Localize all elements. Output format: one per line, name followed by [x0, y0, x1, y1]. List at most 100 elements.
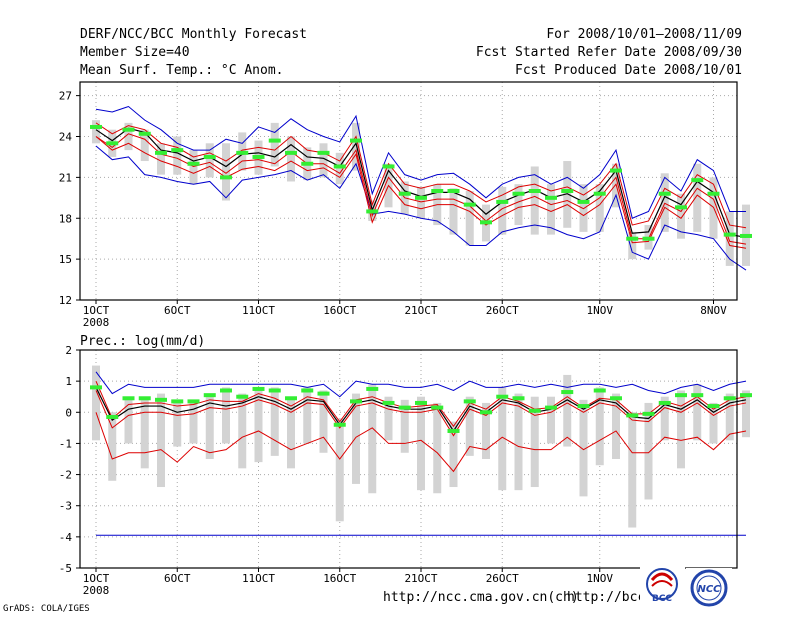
precip-median-mark	[398, 405, 411, 410]
temp-box	[628, 231, 637, 260]
temp-box	[693, 163, 702, 232]
precip-median-mark	[561, 390, 574, 395]
precip-box	[352, 393, 360, 484]
member-size-label: Member Size=40	[80, 45, 190, 60]
precip-median-mark	[350, 399, 362, 404]
precip-ytick-label: 2	[65, 344, 72, 357]
precip-median-mark	[301, 388, 314, 393]
forecast-period: For 2008/10/01–2008/11/09	[546, 27, 742, 42]
precip-median-mark	[463, 399, 476, 404]
precip-median-mark	[496, 394, 509, 399]
temp-median-mark	[496, 199, 509, 204]
temp-line-q_high	[95, 122, 747, 229]
temp-median-mark	[610, 168, 622, 173]
precip-box	[222, 387, 230, 444]
precip-median-mark	[138, 396, 151, 401]
precip-median-mark	[382, 400, 395, 405]
temp-median-mark	[203, 154, 216, 159]
precip-ytick-label: 0	[65, 406, 72, 419]
precip-box	[400, 399, 409, 453]
precip-median-mark	[447, 428, 460, 433]
precip-box	[677, 390, 685, 469]
temp-box	[514, 184, 523, 226]
precip-median-mark	[431, 405, 444, 410]
temp-median-mark	[431, 189, 444, 193]
temp-median-mark	[398, 191, 411, 196]
precip-box	[189, 399, 198, 444]
temp-median-mark	[333, 164, 346, 169]
precip-box	[547, 396, 555, 444]
precip-medians	[90, 385, 752, 433]
temp-median-mark	[366, 209, 379, 214]
precip-median-mark	[675, 393, 687, 398]
temp-line-max	[95, 105, 746, 219]
precip-xtick-label: 1OCT	[83, 572, 110, 585]
temp-xtick-label: 1OCT	[83, 304, 110, 317]
precip-median-mark	[187, 399, 200, 404]
precip-box	[92, 365, 100, 441]
precip-median-mark	[691, 393, 704, 398]
temp-median-mark	[350, 138, 362, 143]
precip-box	[530, 396, 539, 488]
temp-box	[465, 191, 474, 246]
temp-median-mark	[90, 124, 102, 129]
precip-box	[693, 384, 702, 441]
temp-box	[498, 186, 507, 235]
ncc-logo: NCC	[686, 568, 732, 608]
precip-median-mark	[528, 408, 541, 413]
temp-box	[725, 211, 734, 266]
temp-ytick-label: 15	[59, 253, 72, 266]
precip-box	[644, 402, 653, 500]
temp-median-mark	[285, 150, 297, 155]
ncc-link[interactable]: http://ncc.cma.gov.cn(ch)	[383, 590, 579, 605]
temp-median-mark	[301, 161, 314, 166]
precip-median-mark	[268, 388, 281, 393]
temp-box	[449, 188, 458, 235]
temp-median-mark	[171, 148, 184, 153]
precip-box	[742, 390, 750, 438]
precip-median-mark	[220, 388, 232, 393]
precip-box	[579, 399, 588, 497]
temp-box	[92, 120, 100, 144]
temp-line-min	[95, 145, 747, 271]
temp-median-mark	[593, 191, 606, 196]
precip-xtick-sublabel: 2008	[83, 584, 110, 597]
precip-median-mark	[545, 405, 557, 410]
precip-median-mark	[90, 385, 102, 390]
temp-xtick-sublabel: 2008	[83, 316, 110, 329]
grads-credit: GrADS: COLA/IGES	[3, 604, 90, 614]
bcc-link[interactable]: http://bcc.c	[567, 590, 661, 605]
precip-box	[660, 396, 669, 441]
temp-median-mark	[561, 189, 574, 193]
precip-ytick-label: -4	[59, 531, 73, 544]
precip-box	[173, 399, 182, 447]
precip-ytick-label: -5	[59, 562, 72, 575]
precip-ytick-label: -1	[59, 437, 72, 450]
precip-box	[157, 393, 165, 488]
precip-median-mark	[203, 393, 216, 398]
temp-median-mark	[236, 150, 249, 155]
precip-xtick-label: 26OCT	[486, 572, 519, 585]
temp-median-mark	[658, 191, 671, 196]
precip-median-mark	[155, 397, 167, 402]
precip-box	[465, 396, 474, 456]
temp-ytick-label: 21	[59, 171, 72, 184]
temp-box	[595, 184, 604, 232]
precip-box	[612, 393, 620, 459]
temp-median-mark	[626, 236, 639, 241]
temp-xtick-label: 11OCT	[242, 304, 275, 317]
ncc-logo-text: NCC	[697, 584, 721, 595]
precip-box	[433, 402, 442, 494]
precip-line-q_low	[95, 412, 747, 473]
precip-median-mark	[740, 393, 752, 398]
temp-median-mark	[512, 191, 525, 196]
temp-line-q_lower	[95, 136, 747, 249]
precip-line-mean	[95, 387, 747, 433]
variable-label: Mean Surf. Temp.: °C Anom.	[80, 63, 284, 78]
precip-ytick-label: -3	[59, 500, 72, 513]
precip-box	[238, 393, 247, 469]
precip-median-mark	[723, 396, 736, 401]
temp-median-mark	[577, 199, 590, 204]
temp-xtick-label: 6OCT	[164, 304, 191, 317]
temp-median-mark	[382, 164, 395, 169]
